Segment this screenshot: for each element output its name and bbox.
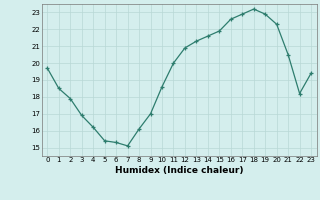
X-axis label: Humidex (Indice chaleur): Humidex (Indice chaleur) — [115, 166, 244, 175]
